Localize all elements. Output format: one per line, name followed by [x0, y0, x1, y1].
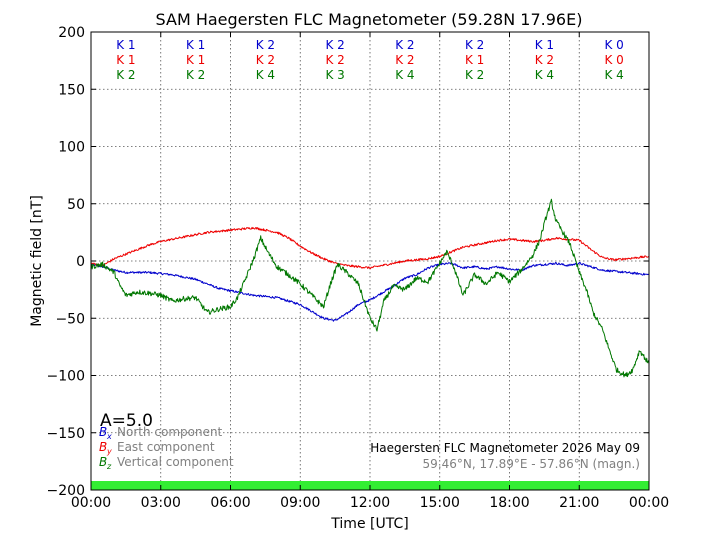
k-index-label: K 4	[395, 68, 414, 82]
k-index-label: K 3	[325, 68, 344, 82]
k-index-label: K 2	[116, 68, 135, 82]
y-tick-label: −100	[47, 369, 85, 385]
legend-label: North component	[117, 425, 223, 439]
k-index-label: K 2	[256, 53, 275, 67]
x-tick-label: 18:00	[489, 495, 529, 511]
series-lines	[90, 198, 650, 378]
x-tick-label: 12:00	[350, 495, 390, 511]
legend-symbol: B	[99, 425, 107, 439]
series-line-north-component	[90, 261, 650, 322]
x-axis-label: Time [UTC]	[330, 516, 408, 532]
legend-symbol: B	[99, 455, 107, 469]
legend-label: Vertical component	[117, 455, 234, 469]
legend-subscript: y	[106, 447, 112, 456]
k-index-label: K 4	[604, 68, 623, 82]
legend-subscript: z	[106, 462, 112, 471]
y-tick-label: 0	[76, 254, 85, 270]
series-line-vertical-component	[90, 198, 650, 378]
k-index-label: K 4	[535, 68, 554, 82]
y-axis-ticks: 200 150 100 50 0 −50 −100 −150 −200	[47, 25, 649, 499]
k-index-label: K 2	[186, 68, 205, 82]
y-tick-label: 100	[58, 140, 85, 156]
y-tick-label: 50	[67, 197, 85, 213]
k-index-label: K 2	[535, 53, 554, 67]
y-tick-label: 150	[58, 82, 85, 98]
x-axis-ticks: 00:00 03:00 06:00 09:00 12:00 15:00 18:00 21:00…	[71, 32, 669, 511]
k-index-label: K 1	[186, 38, 205, 52]
info-line-1: Haegersten FLC Magnetometer 2026 May 09	[370, 441, 640, 455]
k-index-label: K 2	[465, 38, 484, 52]
k-index-label: K 2	[325, 38, 344, 52]
k-index-label: K 1	[535, 38, 554, 52]
x-tick-label: 06:00	[210, 495, 250, 511]
k-index-label: K 1	[465, 53, 484, 67]
k-index-label: K 2	[395, 53, 414, 67]
k-index-label: K 1	[116, 53, 135, 67]
y-tick-label: −150	[47, 426, 85, 442]
k-index-label: K 1	[186, 53, 205, 67]
series-line-east-component	[90, 226, 650, 270]
legend-label: East component	[117, 440, 215, 454]
y-tick-label: 200	[58, 25, 85, 41]
y-tick-label: −50	[55, 311, 85, 327]
x-tick-label: 00:00	[629, 495, 669, 511]
info-line-2: 59.46°N, 17.89°E - 57.86°N (magn.)	[423, 457, 640, 471]
legend-symbol: B	[99, 440, 107, 454]
a-index: A=5.0	[100, 411, 153, 431]
x-tick-label: 15:00	[420, 495, 460, 511]
k-index-label: K 2	[256, 38, 275, 52]
k-index-label: K 2	[325, 53, 344, 67]
k-index-label: K 0	[604, 53, 623, 67]
chart-title: SAM Haegersten FLC Magnetometer (59.28N …	[156, 10, 583, 29]
k-index-label: K 0	[604, 38, 623, 52]
x-tick-label: 03:00	[141, 495, 181, 511]
x-tick-label: 21:00	[559, 495, 599, 511]
k-index-label: K 4	[256, 68, 275, 82]
x-tick-label: 09:00	[280, 495, 320, 511]
k-index-label: K 1	[116, 38, 135, 52]
x-tick-label: 00:00	[71, 495, 111, 511]
y-tick-label: −200	[47, 483, 85, 499]
k-index-label: K 2	[465, 68, 484, 82]
k-index-label: K 2	[395, 38, 414, 52]
y-axis-label: Magnetic field [nT]	[29, 195, 45, 327]
legend-subscript: x	[106, 432, 112, 441]
